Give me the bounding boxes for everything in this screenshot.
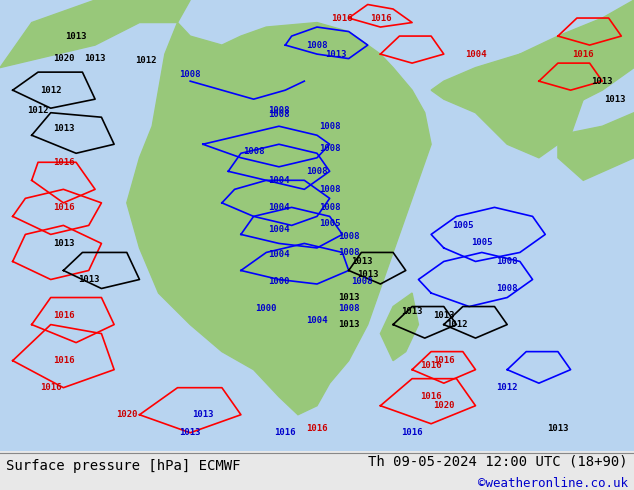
Text: 1016: 1016 [401,428,423,437]
Text: 1008: 1008 [319,203,340,212]
Text: 1008: 1008 [351,277,372,286]
Text: 1016: 1016 [370,14,391,23]
Text: 1016: 1016 [53,356,74,365]
Text: 1008: 1008 [306,41,328,49]
Text: 1008: 1008 [496,257,518,266]
Text: 1016: 1016 [275,428,296,437]
Text: 1004: 1004 [465,49,486,59]
Text: 1013: 1013 [65,31,87,41]
Text: 1004: 1004 [268,225,290,234]
Text: 1013: 1013 [401,307,423,316]
Polygon shape [431,54,583,158]
Text: 1008: 1008 [268,106,290,115]
Text: 1013: 1013 [179,428,201,437]
Polygon shape [127,23,431,415]
Text: 1000: 1000 [268,277,290,286]
Text: 1013: 1013 [53,124,74,133]
Text: 1005: 1005 [471,238,493,247]
Text: 1016: 1016 [420,392,442,401]
Text: 1008: 1008 [319,122,340,131]
Text: 1012: 1012 [446,320,467,329]
Polygon shape [380,293,418,361]
Text: 1016: 1016 [53,158,74,167]
Text: 1013: 1013 [78,275,100,284]
Polygon shape [507,0,634,113]
Text: 1013: 1013 [433,311,455,320]
Text: 1012: 1012 [135,56,157,65]
Text: 1008: 1008 [319,185,340,194]
Text: 1013: 1013 [338,293,359,302]
Text: 1008: 1008 [179,70,201,79]
Text: 1008: 1008 [496,284,518,293]
Text: 1008: 1008 [306,167,328,176]
Text: 1004: 1004 [268,176,290,185]
Text: 1000: 1000 [256,304,277,313]
Text: 1008: 1008 [243,147,264,155]
Text: 1016: 1016 [332,14,353,23]
Polygon shape [558,113,634,180]
Polygon shape [0,0,190,68]
Text: 1005: 1005 [452,221,474,230]
Text: 1013: 1013 [351,257,372,266]
Text: 1013: 1013 [325,49,347,59]
Text: 1012: 1012 [27,106,49,115]
Text: 1020: 1020 [433,401,455,410]
Text: 1013: 1013 [592,76,613,86]
Text: 1016: 1016 [420,361,442,369]
Text: 1013: 1013 [547,424,569,433]
Text: 1016: 1016 [306,424,328,433]
Text: 1013: 1013 [53,239,74,248]
Text: 1008: 1008 [338,232,359,241]
Text: 1013: 1013 [357,270,378,279]
Text: 1012: 1012 [496,383,518,392]
Text: 1016: 1016 [433,356,455,365]
Text: 1004: 1004 [268,250,290,259]
Text: 1013: 1013 [338,320,359,329]
Text: ©weatheronline.co.uk: ©weatheronline.co.uk [477,477,628,490]
Text: 1013: 1013 [84,54,106,63]
Text: 1020: 1020 [53,54,74,63]
Text: 1016: 1016 [573,49,594,59]
Text: 1013: 1013 [604,95,626,104]
Text: 1008: 1008 [319,144,340,153]
Text: Th 09-05-2024 12:00 UTC (18+90): Th 09-05-2024 12:00 UTC (18+90) [368,454,628,468]
Text: 1012: 1012 [40,86,61,95]
Text: 1008: 1008 [338,304,359,313]
FancyBboxPatch shape [0,0,634,451]
Text: 1005: 1005 [319,219,340,228]
Text: 1013: 1013 [192,410,214,419]
Text: 1004: 1004 [306,316,328,324]
Text: Surface pressure [hPa] ECMWF: Surface pressure [hPa] ECMWF [6,459,241,473]
Text: 1004: 1004 [268,203,290,212]
Text: 1008: 1008 [268,110,290,120]
Text: 1016: 1016 [40,383,61,392]
Text: 1020: 1020 [116,410,138,419]
Text: 1016: 1016 [53,311,74,320]
Text: 1008: 1008 [338,248,359,257]
Text: 1016: 1016 [53,203,74,212]
